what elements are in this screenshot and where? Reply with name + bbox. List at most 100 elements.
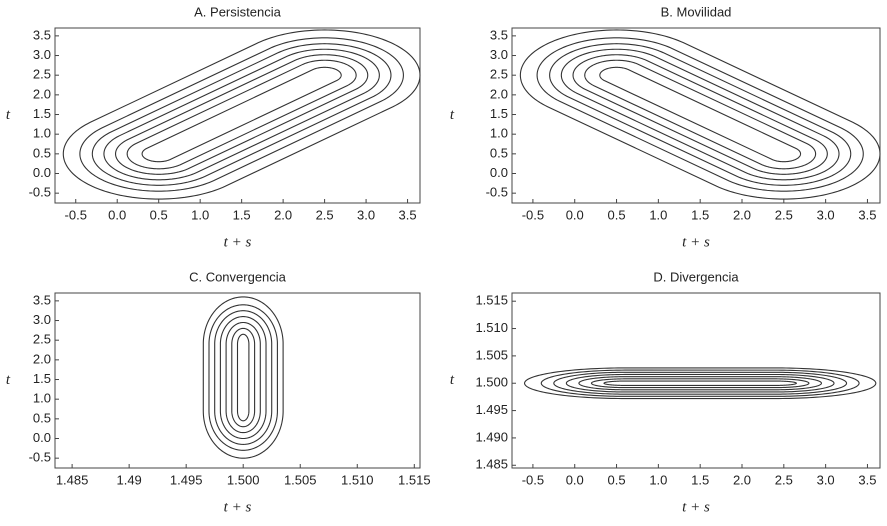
y-tick-label: 1.500 [475, 375, 508, 390]
y-tick-label: 2.5 [33, 332, 51, 347]
plot-frame [54, 27, 421, 204]
x-tick-label: 0.0 [566, 472, 584, 487]
y-tick-label: 2.0 [33, 86, 51, 101]
contour-line [219, 316, 267, 440]
contour-line [208, 304, 278, 451]
y-tick-label: 1.505 [475, 347, 508, 362]
y-tick-label: -0.5 [29, 185, 51, 200]
y-tick-label: 3.0 [33, 47, 51, 62]
panel-title: B. Movilidad [661, 4, 732, 19]
contour-line [202, 296, 284, 459]
panel-title: A. Persistencia [194, 4, 281, 19]
y-tick-label: 0.5 [33, 145, 51, 160]
x-axis-label: t + s [224, 234, 252, 250]
plot-frame [511, 27, 881, 204]
y-tick-label: -0.5 [486, 185, 508, 200]
x-tick-label: 1.485 [56, 472, 89, 487]
contour-line [115, 54, 369, 175]
y-tick-label: 1.515 [475, 293, 508, 308]
y-tick-label: 3.5 [490, 27, 508, 42]
x-tick-label: 2.0 [274, 207, 292, 222]
y-tick-label: 1.5 [33, 371, 51, 386]
y-tick-label: 0.0 [490, 165, 508, 180]
x-tick-label: 0.5 [150, 207, 168, 222]
y-tick-label: 2.0 [33, 351, 51, 366]
contour-line [62, 29, 421, 200]
y-tick-label: 0.0 [33, 165, 51, 180]
x-tick-label: 1.510 [341, 472, 374, 487]
contour-line [560, 48, 840, 181]
y-axis-label: t [450, 107, 455, 123]
contour-line [214, 310, 273, 445]
contour-line [540, 369, 860, 397]
x-tick-label: 2.5 [775, 207, 793, 222]
x-tick-label: -0.5 [522, 207, 544, 222]
contour-line [536, 37, 864, 192]
contour-line [584, 59, 817, 170]
x-tick-label: 2.0 [733, 207, 751, 222]
x-tick-label: 3.5 [399, 207, 417, 222]
contour-line [236, 333, 250, 422]
y-tick-label: 1.0 [33, 391, 51, 406]
contour-line [565, 373, 835, 393]
y-tick-label: 1.5 [33, 106, 51, 121]
contour-line [572, 54, 828, 175]
x-tick-label: -0.5 [65, 207, 87, 222]
y-tick-label: 3.0 [33, 312, 51, 327]
plot-frame [511, 292, 881, 469]
y-tick-label: 0.5 [490, 145, 508, 160]
x-tick-label: 1.5 [233, 207, 251, 222]
contour-line [231, 327, 256, 428]
y-axis-label: t [450, 372, 455, 388]
x-axis-label: t + s [682, 234, 710, 250]
x-tick-label: 3.5 [858, 207, 876, 222]
contour-line [590, 378, 810, 389]
y-tick-label: 2.5 [33, 67, 51, 82]
contour-line [103, 48, 380, 181]
x-tick-label: 0.0 [108, 207, 126, 222]
x-tick-label: 0.0 [566, 207, 584, 222]
x-tick-label: 2.0 [733, 472, 751, 487]
panel-title: C. Convergencia [189, 269, 287, 284]
x-tick-label: 3.0 [817, 472, 835, 487]
y-tick-label: 1.495 [475, 402, 508, 417]
y-tick-label: 0.5 [33, 410, 51, 425]
y-tick-label: 1.485 [475, 457, 508, 472]
panel-title: D. Divergencia [653, 269, 739, 284]
x-tick-label: 1.5 [691, 472, 709, 487]
x-tick-label: 1.5 [691, 207, 709, 222]
contour-line [578, 376, 823, 391]
x-tick-label: 2.5 [316, 207, 334, 222]
x-tick-label: 1.0 [649, 207, 667, 222]
x-tick-label: -0.5 [522, 472, 544, 487]
x-tick-label: 1.505 [284, 472, 317, 487]
y-tick-label: 1.0 [33, 126, 51, 141]
contour-line [553, 371, 848, 395]
y-tick-label: 1.5 [490, 106, 508, 121]
x-tick-label: 0.5 [608, 472, 626, 487]
plot-frame [54, 292, 421, 469]
y-tick-label: 2.5 [490, 67, 508, 82]
x-tick-label: 1.500 [227, 472, 260, 487]
x-tick-label: 1.515 [398, 472, 431, 487]
x-tick-label: 1.49 [116, 472, 141, 487]
y-tick-label: 3.5 [33, 292, 51, 307]
y-tick-label: 1.490 [475, 429, 508, 444]
y-axis-label: t [6, 107, 11, 123]
y-axis-label: t [6, 372, 11, 388]
x-tick-label: 1.0 [191, 207, 209, 222]
y-tick-label: 2.0 [490, 86, 508, 101]
contour-line [603, 380, 797, 386]
y-tick-label: 1.510 [475, 320, 508, 335]
x-axis-label: t + s [682, 499, 710, 515]
contour-line [91, 43, 392, 186]
x-tick-label: 3.0 [817, 207, 835, 222]
contour-line [126, 59, 357, 170]
contour-line [225, 321, 261, 434]
x-tick-label: 1.495 [170, 472, 203, 487]
x-axis-label: t + s [224, 499, 252, 515]
x-tick-label: 3.0 [357, 207, 375, 222]
contour-line [549, 43, 852, 186]
contour-line [519, 29, 881, 200]
